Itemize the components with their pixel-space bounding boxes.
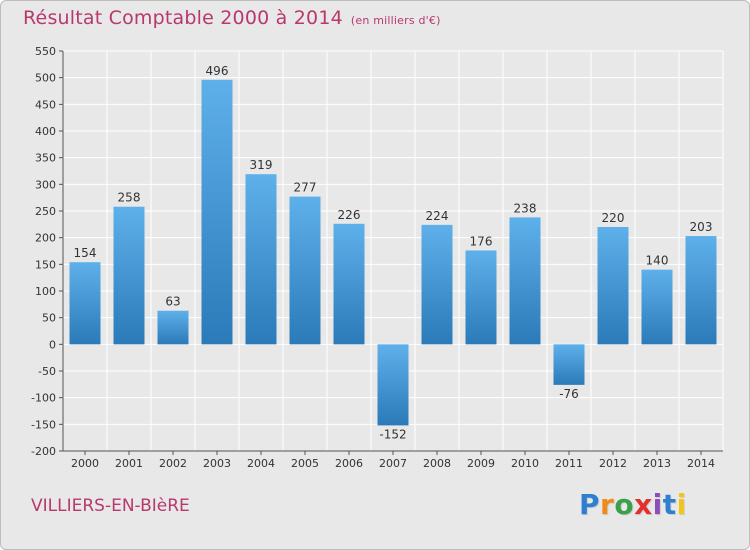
y-tick-label: 400	[35, 125, 56, 138]
bar-2006	[333, 223, 365, 345]
y-tick-label: -200	[31, 445, 56, 458]
y-tick-label: -100	[31, 392, 56, 405]
x-tick-label: 2005	[291, 457, 319, 470]
bar-2007	[377, 344, 409, 426]
x-tick-label: 2004	[247, 457, 275, 470]
logo-letter: x	[634, 488, 653, 521]
y-tick-label: 100	[35, 285, 56, 298]
bar-2011	[553, 344, 585, 385]
data-label-2011: -76	[559, 387, 579, 401]
x-tick-label: 2001	[115, 457, 143, 470]
bar-2008	[421, 224, 453, 345]
data-label-2002: 63	[165, 295, 180, 309]
bar-2013	[641, 269, 673, 345]
data-label-2012: 220	[602, 211, 625, 225]
logo-letter: P	[579, 488, 601, 521]
x-tick-label: 2011	[555, 457, 583, 470]
y-tick-label: 350	[35, 152, 56, 165]
x-tick-label: 2009	[467, 457, 495, 470]
data-label-2004: 319	[250, 158, 273, 172]
x-tick-label: 2003	[203, 457, 231, 470]
data-label-2010: 238	[514, 201, 537, 215]
y-tick-label: -50	[38, 365, 56, 378]
x-tick-label: 2012	[599, 457, 627, 470]
y-tick-label: 50	[42, 312, 56, 325]
bar-2000	[69, 262, 101, 345]
data-label-2009: 176	[470, 234, 493, 248]
logo-letter: t	[662, 488, 677, 521]
data-label-2006: 226	[338, 208, 361, 222]
x-tick-label: 2014	[687, 457, 715, 470]
x-tick-label: 2008	[423, 457, 451, 470]
y-tick-label: -150	[31, 418, 56, 431]
y-tick-label: 300	[35, 178, 56, 191]
logo-letter: i	[676, 488, 687, 521]
x-tick-label: 2007	[379, 457, 407, 470]
y-tick-label: 150	[35, 258, 56, 271]
y-tick-label: 500	[35, 72, 56, 85]
x-tick-label: 2000	[71, 457, 99, 470]
chart-title: Résultat Comptable 2000 à 2014 (en millie…	[23, 7, 441, 29]
bar-2014	[685, 236, 717, 345]
y-tick-label: 200	[35, 232, 56, 245]
y-tick-label: 450	[35, 98, 56, 111]
bar-2012	[597, 227, 629, 345]
bar-2004	[245, 174, 277, 345]
x-tick-label: 2010	[511, 457, 539, 470]
y-tick-label: 0	[49, 338, 56, 351]
bar-2002	[157, 310, 189, 345]
axes: 550500450400350300250200150100500-50-100…	[31, 45, 723, 470]
commune-name: VILLIERS-EN-BIèRE	[31, 496, 190, 516]
data-label-2013: 140	[646, 254, 669, 268]
bar-2010	[509, 217, 541, 345]
bar-2005	[289, 196, 321, 345]
bar-2009	[465, 250, 497, 345]
logo-letter: o	[614, 488, 635, 521]
logo-letter: r	[600, 488, 615, 521]
y-tick-label: 250	[35, 205, 56, 218]
data-label-2005: 277	[294, 181, 317, 195]
y-tick-label: 550	[35, 45, 56, 58]
data-label-2008: 224	[426, 209, 449, 223]
x-tick-label: 2006	[335, 457, 363, 470]
data-label-2014: 203	[690, 220, 713, 234]
x-tick-label: 2013	[643, 457, 671, 470]
chart-title-text: Résultat Comptable 2000 à 2014	[23, 7, 343, 29]
proxiti-logo[interactable]: Proxiti	[579, 488, 687, 521]
data-label-2007: -152	[379, 427, 406, 441]
data-labels: 154 258 63 496 319 277 226 -152 224 176 238 -76 220 1…	[74, 64, 713, 442]
bar-2003	[201, 79, 233, 345]
data-label-2000: 154	[74, 246, 97, 260]
data-label-2001: 258	[118, 191, 141, 205]
data-label-2003: 496	[206, 64, 229, 78]
logo-letter: i	[652, 488, 663, 521]
x-tick-label: 2002	[159, 457, 187, 470]
bars	[69, 79, 717, 426]
bar-2001	[113, 206, 145, 345]
chart-subtitle: (en milliers d'€)	[350, 14, 441, 27]
